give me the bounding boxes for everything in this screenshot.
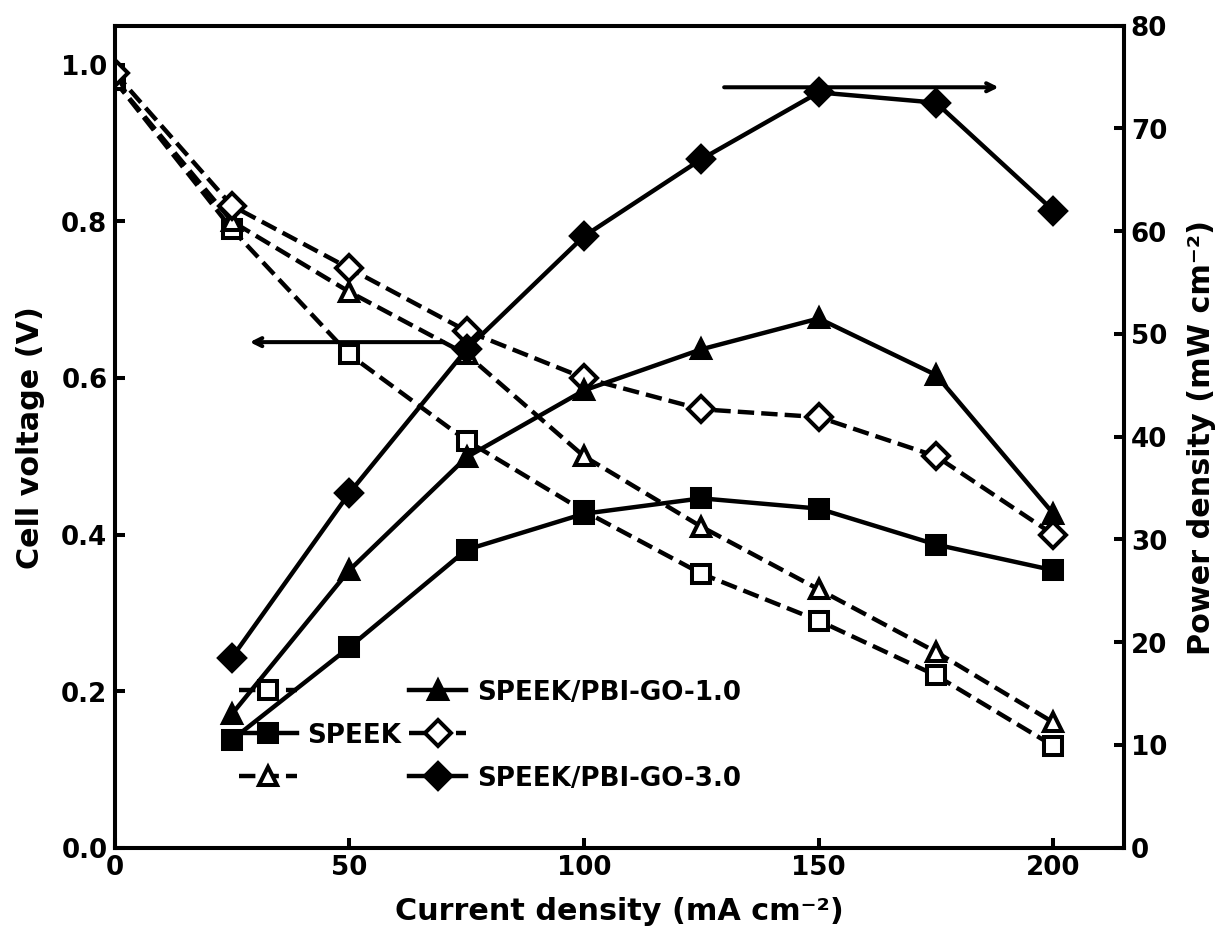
Y-axis label: Power density (mW cm⁻²): Power density (mW cm⁻²) bbox=[1186, 219, 1216, 655]
Legend: , SPEEK, , SPEEK/PBI-GO-1.0, , SPEEK/PBI-GO-3.0: , SPEEK, , SPEEK/PBI-GO-1.0, , SPEEK/PBI… bbox=[228, 669, 752, 802]
X-axis label: Current density (mA cm⁻²): Current density (mA cm⁻²) bbox=[394, 897, 843, 926]
Y-axis label: Cell voltage (V): Cell voltage (V) bbox=[16, 305, 46, 568]
